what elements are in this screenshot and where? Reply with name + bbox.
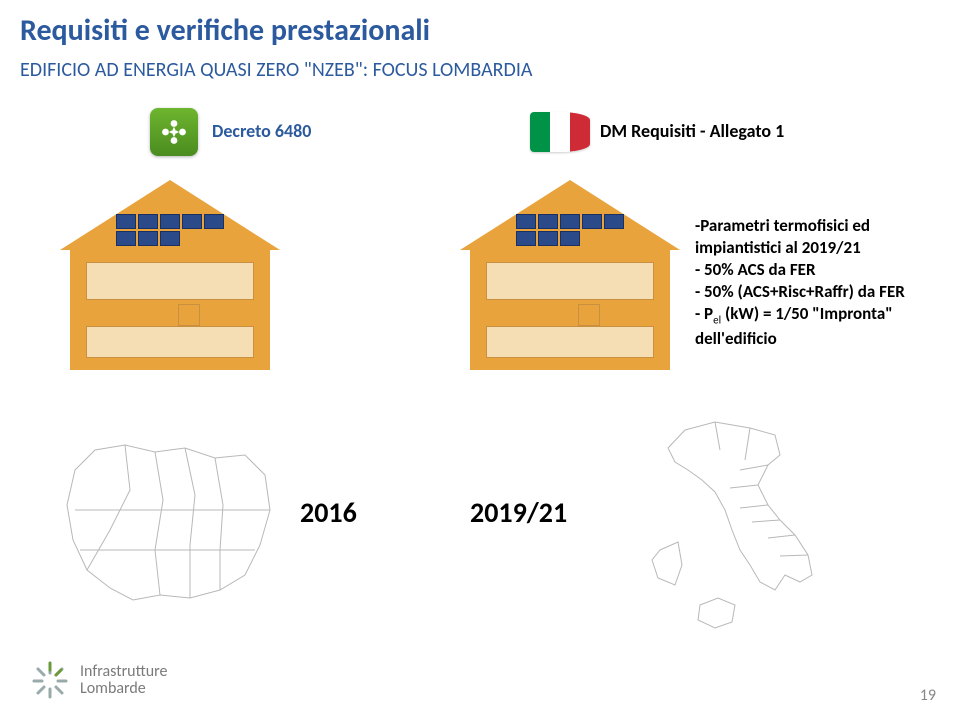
page-subtitle: EDIFICIO AD ENERGIA QUASI ZERO "NZEB": F… (20, 58, 532, 82)
bullet-acs: - 50% ACS da FER (695, 259, 950, 281)
panel (560, 214, 580, 229)
panel (138, 214, 158, 229)
requirements-list: -Parametri termofisici ed impiantistici … (695, 215, 950, 350)
decree-row: Decreto 6480 DM Requisiti - Allegato 1 (150, 108, 810, 158)
decree-label: Decreto 6480 (212, 120, 311, 142)
house-box (486, 326, 654, 358)
italy-flag-icon (530, 112, 590, 152)
flag-stripe-green (530, 112, 550, 152)
house-box (86, 262, 254, 300)
page-number: 19 (920, 686, 936, 705)
panel (538, 231, 558, 246)
house-box (178, 304, 200, 326)
panel (582, 214, 602, 229)
bullet-parametri: -Parametri termofisici ed impiantistici … (695, 215, 950, 259)
lombardy-map-icon (55, 430, 285, 610)
panel (160, 214, 180, 229)
page-title: Requisiti e verifiche prestazionali (20, 12, 430, 49)
solar-panels (516, 214, 624, 246)
dm-requisiti-label: DM Requisiti - Allegato 1 (600, 120, 784, 142)
panel (538, 214, 558, 229)
house-diagram-lombardy (60, 180, 280, 370)
panel (560, 231, 580, 246)
lombardy-rose-icon (150, 108, 198, 156)
house-box (578, 304, 600, 326)
panel (138, 231, 158, 246)
panel (516, 214, 536, 229)
flag-stripe-white (550, 112, 570, 152)
panel (116, 231, 136, 246)
solar-panels (116, 214, 224, 246)
panel (160, 231, 180, 246)
year-2019-21-label: 2019/21 (470, 495, 567, 530)
panel (116, 214, 136, 229)
house-diagram-italy (460, 180, 680, 370)
italy-map-icon (640, 410, 840, 640)
bullet-pel: - Pel (kW) = 1/50 "Impronta" dell'edific… (695, 303, 950, 350)
house-body (70, 250, 270, 370)
house-body (470, 250, 670, 370)
bullet-acs-risc-raffr: - 50% (ACS+Risc+Raffr) da FER (695, 281, 950, 303)
panel (182, 214, 202, 229)
footer-brand-text: Infrastrutture Lombarde (80, 664, 167, 698)
panel (516, 231, 536, 246)
panel (604, 214, 624, 229)
house-box (486, 262, 654, 300)
year-2016-label: 2016 (300, 495, 357, 530)
house-box (86, 326, 254, 358)
panel (204, 214, 224, 229)
logo-burst-icon (30, 661, 70, 701)
footer-logo: Infrastrutture Lombarde (30, 661, 167, 701)
flag-stripe-red (570, 112, 590, 152)
